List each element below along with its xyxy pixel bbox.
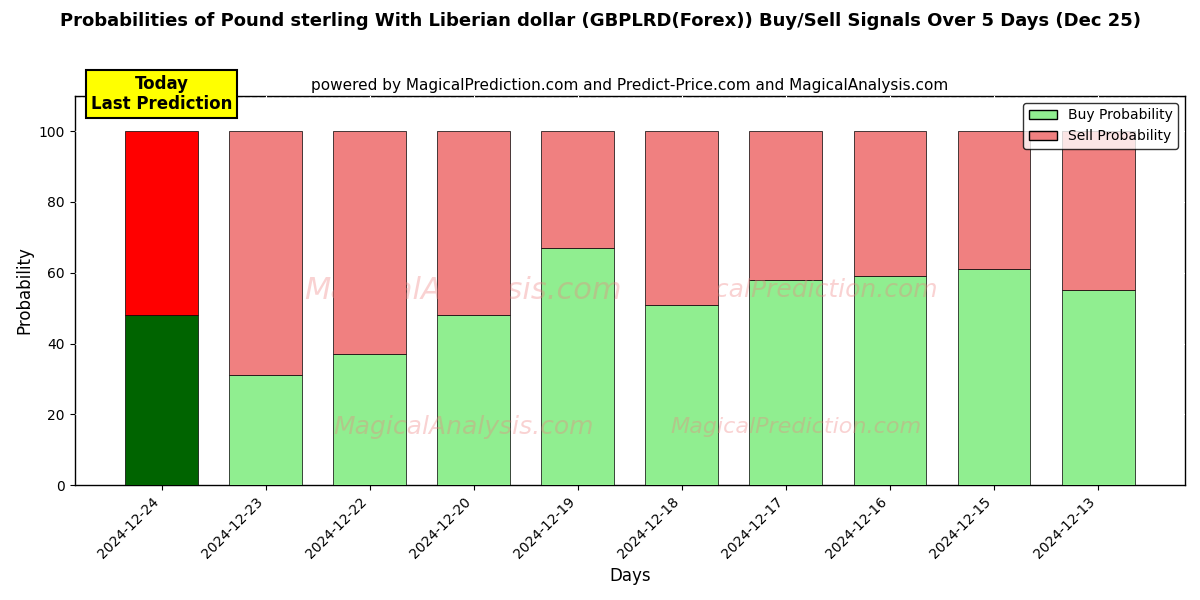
Text: Today
Last Prediction: Today Last Prediction xyxy=(91,74,233,113)
Bar xyxy=(334,354,406,485)
Bar xyxy=(229,376,302,485)
Y-axis label: Probability: Probability xyxy=(16,247,34,334)
Bar xyxy=(229,131,302,376)
Text: MagicalPrediction.com: MagicalPrediction.com xyxy=(671,417,922,437)
X-axis label: Days: Days xyxy=(610,567,650,585)
Bar xyxy=(1062,131,1134,290)
Bar xyxy=(958,131,1031,269)
Bar xyxy=(541,248,614,485)
Bar xyxy=(646,305,719,485)
Text: MagicalAnalysis.com: MagicalAnalysis.com xyxy=(334,415,594,439)
Text: Probabilities of Pound sterling With Liberian dollar (GBPLRD(Forex)) Buy/Sell Si: Probabilities of Pound sterling With Lib… xyxy=(60,12,1140,30)
Bar xyxy=(750,280,822,485)
Bar xyxy=(853,277,926,485)
Bar xyxy=(437,315,510,485)
Bar xyxy=(646,131,719,305)
Text: MagicalAnalysis.com: MagicalAnalysis.com xyxy=(305,276,622,305)
Legend: Buy Probability, Sell Probability: Buy Probability, Sell Probability xyxy=(1024,103,1178,149)
Bar xyxy=(125,131,198,315)
Bar xyxy=(125,315,198,485)
Bar xyxy=(334,131,406,354)
Title: powered by MagicalPrediction.com and Predict-Price.com and MagicalAnalysis.com: powered by MagicalPrediction.com and Pre… xyxy=(311,78,948,93)
Bar xyxy=(958,269,1031,485)
Bar xyxy=(1062,290,1134,485)
Bar xyxy=(750,131,822,280)
Text: MagicalPrediction.com: MagicalPrediction.com xyxy=(655,278,937,302)
Bar xyxy=(437,131,510,315)
Bar xyxy=(853,131,926,277)
Bar xyxy=(541,131,614,248)
